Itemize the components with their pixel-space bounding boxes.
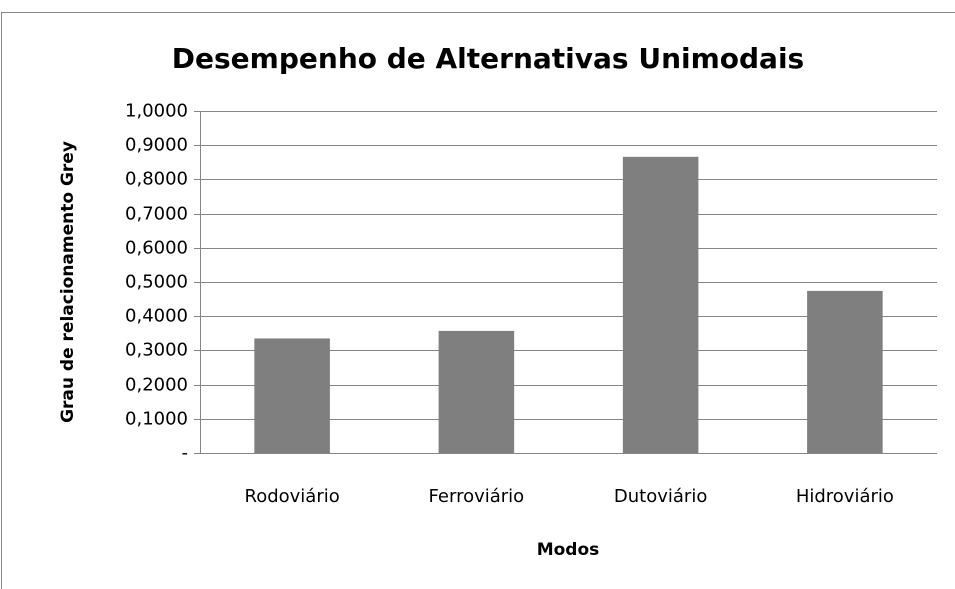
x-tick-label: Rodoviário bbox=[245, 486, 340, 507]
y-axis-label: Grau de relacionamento Grey bbox=[58, 141, 78, 423]
y-tick-label: 1,0000 bbox=[125, 101, 188, 122]
y-tick-label: 0,6000 bbox=[125, 238, 188, 259]
y-tick-label: 0,5000 bbox=[125, 272, 188, 293]
y-tick-label: 0,4000 bbox=[125, 306, 188, 327]
chart-frame bbox=[1, 12, 955, 589]
x-tick-label: Dutoviário bbox=[614, 486, 707, 507]
y-tick-label: 0,9000 bbox=[125, 135, 188, 156]
chart-title: Desempenho de Alternativas Unimodais bbox=[172, 42, 804, 75]
x-axis-label: Modos bbox=[537, 540, 600, 560]
y-tick-label: 0,8000 bbox=[125, 169, 188, 190]
bar bbox=[807, 290, 883, 453]
bar bbox=[254, 338, 330, 453]
bar bbox=[622, 156, 699, 453]
y-tick-label: 0,1000 bbox=[125, 409, 188, 430]
x-tick-label: Hidroviário bbox=[796, 486, 894, 507]
y-tick-label: - bbox=[182, 443, 189, 464]
y-tick-label: 0,2000 bbox=[125, 375, 188, 396]
y-tick-label: 0,7000 bbox=[125, 204, 188, 225]
x-tick-label: Ferroviário bbox=[429, 486, 525, 507]
bar bbox=[438, 330, 515, 453]
y-tick-label: 0,3000 bbox=[125, 340, 188, 361]
